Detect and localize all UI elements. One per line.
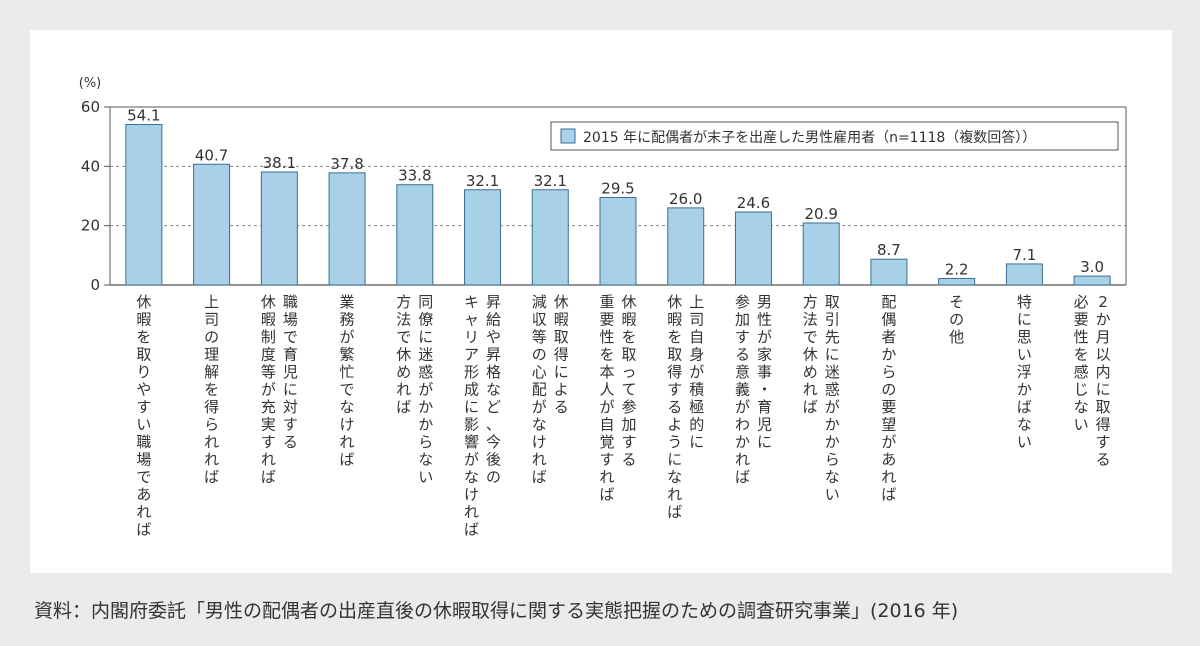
category-label-line: 必要性を感じない [1074, 293, 1089, 434]
data-label: 8.7 [877, 241, 901, 259]
data-label: 32.1 [466, 172, 499, 190]
category-label-line: 減収等の心配がなければ [532, 293, 547, 486]
y-tick-label: 40 [81, 157, 100, 175]
y-tick-label: 60 [81, 98, 100, 116]
category-label-line: 業務が繁忙でなければ [340, 293, 355, 469]
category-label-line: 上司の理解を得られれば [204, 293, 219, 486]
category-label: 上司の理解を得られれば [204, 293, 219, 486]
category-label-line: 休暇制度等が充実すれば [261, 293, 276, 486]
category-label-line: 方法で休めれば [803, 293, 818, 416]
data-label: 32.1 [534, 172, 567, 190]
bar [1073, 275, 1111, 286]
bar [125, 124, 163, 286]
bar-chart: 0 20 40 60 (%) 54.1 40.7 38.1 37.8 33.8 32.1 32.1 2… [79, 76, 1127, 539]
bar [870, 258, 908, 286]
bar [734, 211, 772, 286]
legend-swatch [560, 128, 576, 144]
category-label-line: 休暇を取得するようになれば [667, 293, 682, 521]
bar [464, 189, 502, 286]
category-label-line: 休暇を取りやすい職場であれば [136, 293, 151, 539]
legend: 2015 年に配偶者が末子を出産した男性雇用者（n=1118（複数回答）） [550, 121, 1119, 151]
bar [396, 184, 434, 286]
data-label: 7.1 [1012, 246, 1036, 264]
category-label-line: 重要性を本人が自覚すれば [599, 293, 614, 504]
bar [531, 189, 569, 286]
category-label: 配偶者からの要望があれば [881, 293, 896, 504]
category-label: その他 [949, 293, 964, 346]
category-label: 業務が繁忙でなければ [340, 293, 355, 469]
category-label-line: 取引先に迷惑がかからない [825, 293, 840, 504]
category-label: 休暇を取りやすい職場であれば [136, 293, 151, 539]
category-label-line: 2 か月以内に取得する [1096, 293, 1111, 469]
data-label: 26.0 [669, 190, 702, 208]
legend-label: 2015 年に配偶者が末子を出産した男性雇用者（n=1118（複数回答）） [583, 129, 1036, 146]
y-axis-label: (%) [79, 76, 102, 91]
value-labels: 54.1 40.7 38.1 37.8 33.8 32.1 32.1 29.5 26.0 24.6… [127, 107, 1104, 279]
legend-box [550, 121, 1119, 151]
bar [938, 277, 976, 286]
chart-panel: 0 20 40 60 (%) 54.1 40.7 38.1 37.8 33.8 32.1 32.1 2… [30, 30, 1172, 573]
category-label-line: 同僚に迷惑がかからない [418, 293, 433, 486]
data-label: 2.2 [945, 260, 969, 278]
source-note: 資料：内閣府委託「男性の配偶者の出産直後の休暇取得に関する実態把握のための調査研… [34, 600, 959, 622]
data-label: 33.8 [398, 167, 431, 185]
category-labels: 休暇を取りやすい職場であれば 上司の理解を得られれば 職場で育児に対する休暇制度等が… [136, 293, 1110, 539]
data-label: 54.1 [127, 107, 160, 125]
bar [599, 196, 637, 286]
category-label-line: 特に思い浮かばない [1017, 293, 1032, 451]
bar [328, 172, 366, 286]
category-label-line: 上司自身が積極的に [689, 293, 704, 451]
y-tick-label: 20 [81, 217, 100, 235]
category-label-line: 昇給や昇格など、今後の [486, 293, 501, 486]
category-label: 特に思い浮かばない [1017, 293, 1032, 451]
y-tick-label: 0 [90, 276, 100, 294]
category-label-line: その他 [949, 293, 964, 346]
data-label: 29.5 [601, 179, 634, 197]
data-label: 37.8 [330, 155, 363, 173]
bar [260, 171, 298, 286]
bar [1005, 263, 1043, 286]
bar [193, 163, 231, 286]
bar [802, 222, 840, 286]
bar [667, 207, 705, 286]
category-label-line: 休暇取得による [554, 293, 569, 416]
category-label-line: キャリア形成に影響がなければ [464, 293, 479, 539]
category-label-line: 方法で休めれば [396, 293, 411, 416]
category-label-line: 参加する意義がわかれば [735, 293, 750, 486]
data-label: 40.7 [195, 146, 228, 164]
category-label-line: 休暇を取って参加する [621, 293, 636, 469]
category-label-line: 男性が家事・育児に [757, 293, 772, 451]
data-label: 3.0 [1080, 258, 1104, 276]
data-label: 20.9 [804, 205, 837, 223]
data-label: 38.1 [263, 154, 296, 172]
bars [125, 124, 1111, 286]
category-label-line: 配偶者からの要望があれば [881, 293, 896, 504]
data-label: 24.6 [737, 194, 770, 212]
category-label-line: 職場で育児に対する [283, 293, 298, 451]
